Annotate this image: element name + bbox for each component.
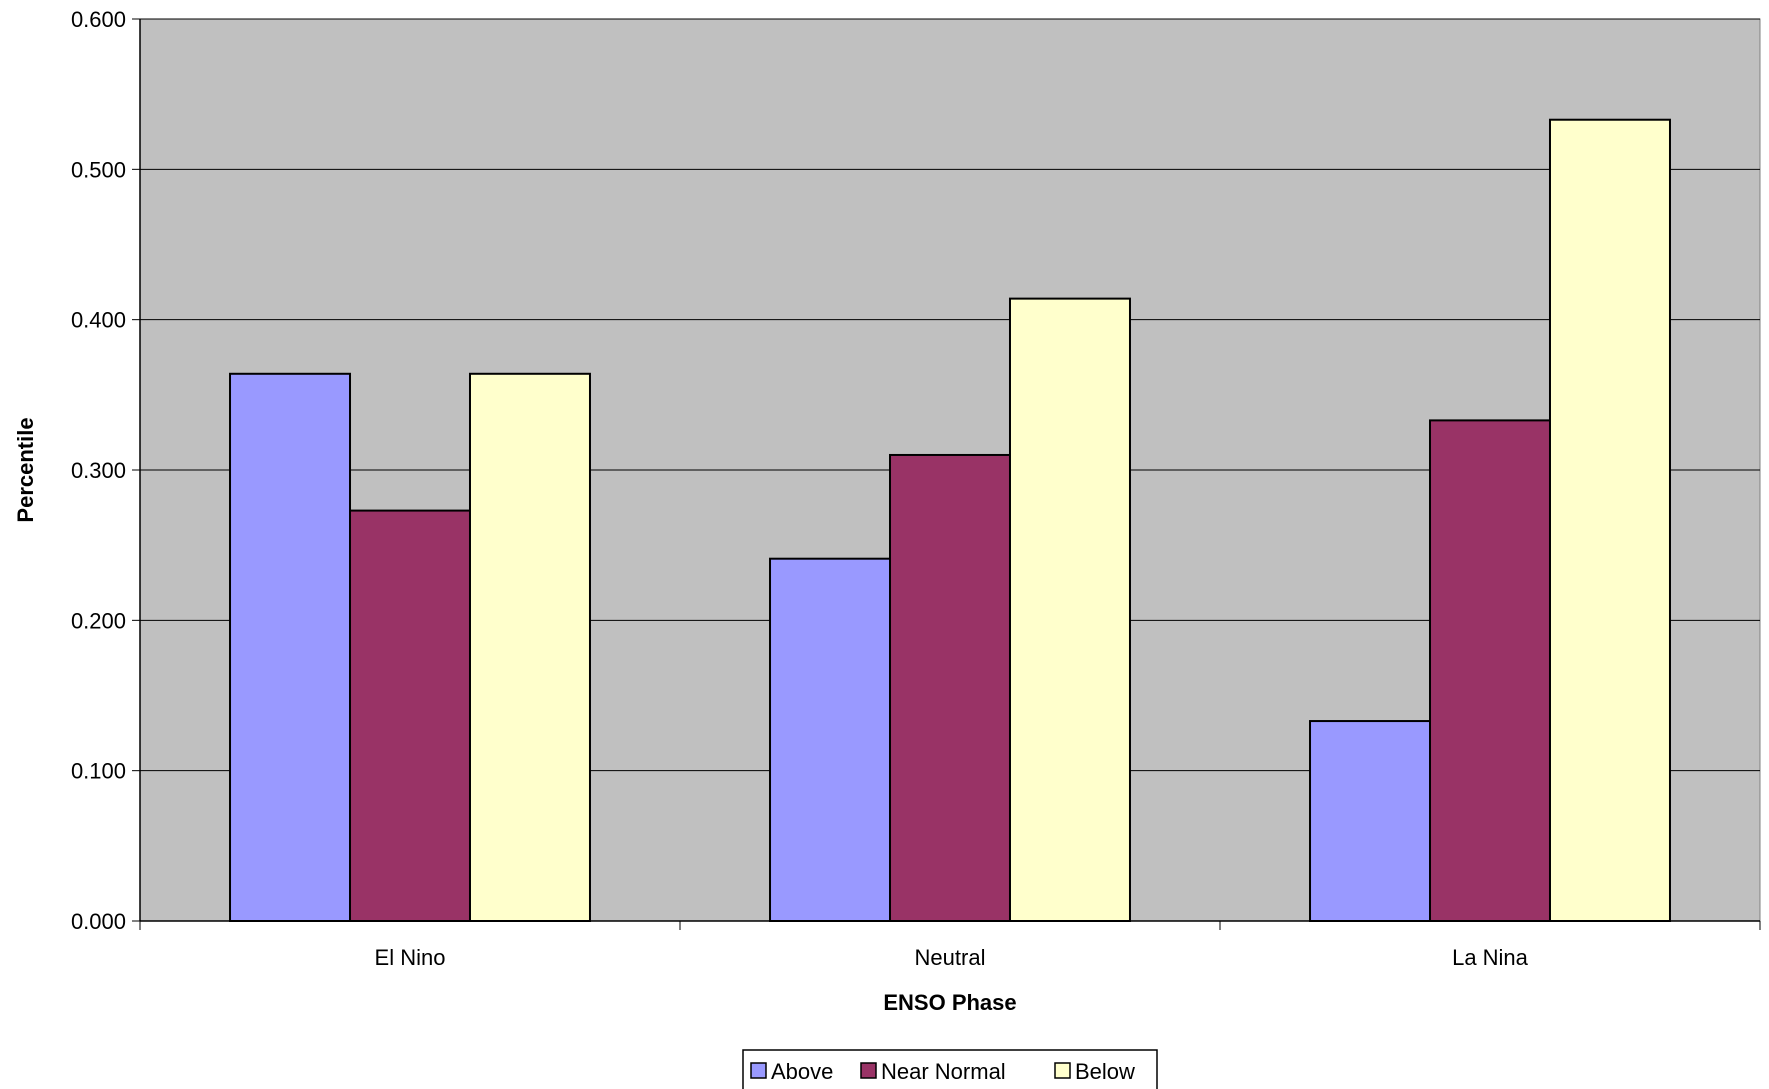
bar-near-normal-el-nino: [349, 509, 471, 922]
bar-above-el-nino: [229, 372, 352, 922]
y-tick-label: 0.400: [71, 308, 126, 333]
bar-near-normal-la-nina: [1429, 419, 1551, 922]
bar-above-la-nina: [1309, 720, 1432, 922]
legend: Above Near Normal Below: [742, 1049, 1158, 1089]
x-tick-labels: El Nino Neutral La Nina: [375, 945, 1529, 970]
bar-above-neutral: [769, 557, 892, 922]
legend-swatch: [860, 1062, 877, 1079]
legend-label: Below: [1075, 1059, 1135, 1084]
legend-label: Near Normal: [881, 1059, 1006, 1084]
y-axis-title: Percentile: [13, 417, 38, 522]
x-tick-label: La Nina: [1452, 945, 1529, 970]
x-tick-label: Neutral: [915, 945, 986, 970]
bar-below-neutral: [1008, 297, 1131, 922]
legend-box: [742, 1049, 1158, 1089]
bar-near-normal-neutral: [889, 453, 1011, 922]
bar-below-la-nina: [1548, 118, 1671, 923]
legend-swatch: [1054, 1062, 1071, 1079]
bars: [229, 118, 1671, 923]
y-tick-label: 0.600: [71, 7, 126, 32]
y-tick-label: 0.200: [71, 608, 126, 633]
legend-swatch: [750, 1062, 767, 1079]
bar-below-el-nino: [468, 372, 591, 922]
y-tick-label: 0.100: [71, 759, 126, 784]
legend-label: Above: [771, 1059, 833, 1084]
axes: [132, 18, 1761, 930]
x-tick-label: El Nino: [375, 945, 446, 970]
y-tick-label: 0.300: [71, 458, 126, 483]
y-tick-label: 0.000: [71, 909, 126, 934]
y-tick-label: 0.500: [71, 157, 126, 182]
x-axis-title: ENSO Phase: [883, 990, 1016, 1015]
y-tick-labels: 0.000 0.100 0.200 0.300 0.400 0.500 0.600: [71, 7, 126, 934]
